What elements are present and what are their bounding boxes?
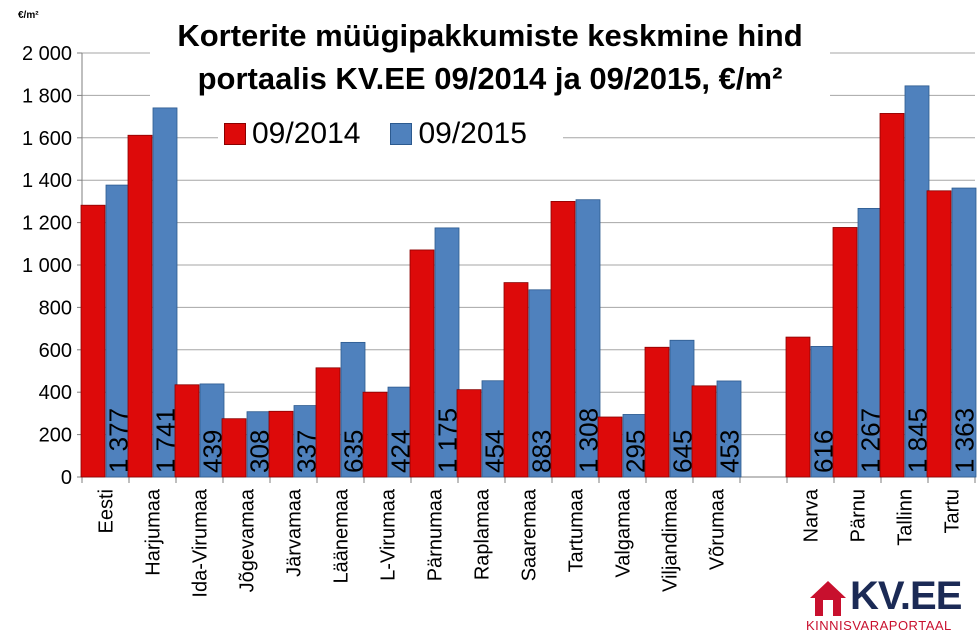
y-tick-label: 2 000 xyxy=(22,43,72,65)
bar-2015 xyxy=(105,184,131,478)
legend-swatch-2015 xyxy=(390,123,413,145)
bar-2015 xyxy=(716,380,742,478)
bar-2014 xyxy=(80,204,106,478)
legend-swatch-2014 xyxy=(224,123,246,145)
bar-2015 xyxy=(904,85,930,478)
y-tick-label: 1 400 xyxy=(22,170,72,192)
x-tick-label: Eesti xyxy=(96,489,118,533)
x-tick-label: Raplamaa xyxy=(472,488,494,580)
y-tick-label: 1 800 xyxy=(22,85,72,107)
bar-2015 xyxy=(387,386,413,478)
x-tick-label: Tartumaa xyxy=(566,488,588,572)
y-tick-label: 200 xyxy=(39,425,72,447)
bar-2014 xyxy=(785,336,811,478)
bar-2015 xyxy=(528,289,554,478)
x-tick-label: Tallinn xyxy=(895,489,917,546)
chart-title-line1: Korterite müügipakkumiste keskmine hind xyxy=(177,18,803,53)
bar-2015 xyxy=(575,199,601,478)
x-tick-label: Saaremaa xyxy=(519,488,541,581)
x-tick-label: Võrumaa xyxy=(707,488,729,570)
legend-label-2014: 09/2014 xyxy=(252,117,361,150)
legend-item-2014: 09/2014 xyxy=(224,117,360,151)
kv-logo: KV.EE KINNISVARAPORTAAL xyxy=(806,574,976,636)
data-label-2015: 1 363 xyxy=(950,408,977,473)
bar-2014 xyxy=(127,134,153,478)
logo-subtitle: KINNISVARAPORTAAL xyxy=(806,618,952,633)
y-tick-label: 0 xyxy=(61,467,72,489)
y-tick-label: 1 600 xyxy=(22,128,72,150)
logo-brand: KV.EE xyxy=(850,574,962,618)
chart-title-line2: portaalis KV.EE 09/2014 ja 09/2015, €/m² xyxy=(197,61,783,96)
bar-2014 xyxy=(268,410,294,478)
bar-2014 xyxy=(597,416,623,478)
bar-2014 xyxy=(174,384,200,478)
bar-2014 xyxy=(926,190,952,478)
bar-2014 xyxy=(550,200,576,478)
y-tick-label: 800 xyxy=(39,297,72,319)
x-tick-label: Ida-Virumaa xyxy=(190,488,212,597)
x-tick-label: Pärnumaa xyxy=(425,488,447,581)
house-icon xyxy=(810,581,846,616)
x-tick-label: Järvamaa xyxy=(284,488,306,577)
bar-2015 xyxy=(434,227,460,478)
bar-2014 xyxy=(456,389,482,478)
bar-2014 xyxy=(362,391,388,478)
bar-2015 xyxy=(152,107,178,478)
unit-label: €/m² xyxy=(18,10,39,21)
x-tick-label: Tartu xyxy=(942,489,964,533)
x-tick-label: Jõgevamaa xyxy=(237,488,259,592)
bar-2014 xyxy=(409,249,435,478)
bar-2014 xyxy=(691,385,717,478)
bar-2015 xyxy=(810,346,836,478)
bar-2014 xyxy=(503,282,529,478)
bar-2015 xyxy=(622,414,648,478)
y-tick-label: 1 000 xyxy=(22,255,72,277)
bar-2015 xyxy=(669,339,695,478)
x-tick-label: Läänemaa xyxy=(331,488,353,583)
x-tick-label: Valgamaa xyxy=(613,488,635,577)
bar-2015 xyxy=(481,380,507,478)
bar-2015 xyxy=(293,405,319,478)
bar-2015 xyxy=(951,187,977,478)
x-tick-label: Viljandimaa xyxy=(660,488,682,592)
x-tick-label: Harjumaa xyxy=(143,488,165,576)
bar-2015 xyxy=(857,207,883,478)
y-tick-label: 1 200 xyxy=(22,213,72,235)
x-tick-label: Pärnu xyxy=(848,489,870,542)
legend-item-2015: 09/2015 xyxy=(390,117,527,151)
bar-2014 xyxy=(221,418,247,478)
legend: 09/2014 09/2015 xyxy=(218,116,563,152)
y-tick-label: 600 xyxy=(39,340,72,362)
x-tick-label: L-Virumaa xyxy=(378,488,400,581)
legend-label-2015: 09/2015 xyxy=(418,117,527,150)
x-tick-label: Narva xyxy=(801,488,823,542)
bar-2015 xyxy=(199,383,225,478)
bar-2014 xyxy=(879,113,905,478)
y-tick-label: 400 xyxy=(39,382,72,404)
bar-2014 xyxy=(644,346,670,478)
data-label-2015: 453 xyxy=(715,430,745,473)
bar-2014 xyxy=(832,227,858,478)
bar-2014 xyxy=(315,367,341,478)
chart-title: Korterite müügipakkumiste keskmine hind … xyxy=(150,14,830,100)
